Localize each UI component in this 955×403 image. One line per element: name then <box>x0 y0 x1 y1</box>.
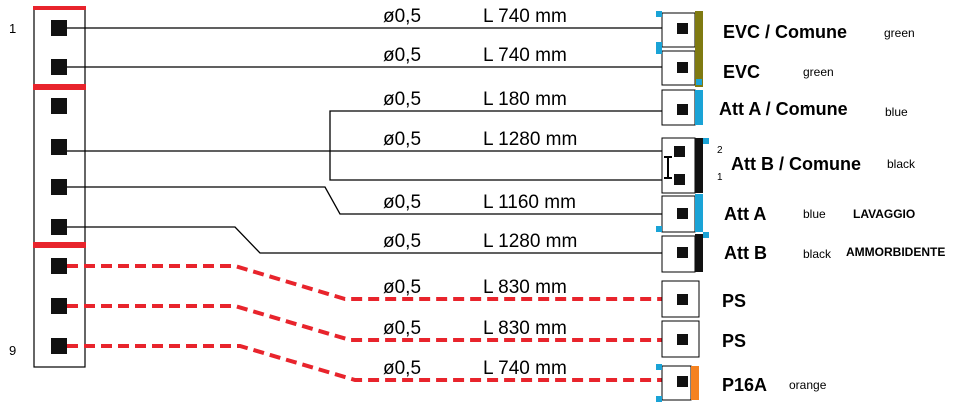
connector-color-bar <box>695 234 703 272</box>
connector-separator <box>33 6 86 10</box>
connector-latch <box>656 226 662 232</box>
connector-function: AMMORBIDENTE <box>846 245 945 259</box>
connector-separator <box>33 84 86 90</box>
pin-5 <box>51 179 67 195</box>
pin-6 <box>51 219 67 235</box>
wire-diameter: ø0,5 <box>383 318 421 339</box>
connector-function: LAVAGGIO <box>853 207 915 221</box>
connector-pin <box>677 334 688 345</box>
pin-2 <box>51 59 67 75</box>
connector-pin <box>677 23 688 34</box>
connector-label: EVC / Comune <box>723 22 847 42</box>
pin-3 <box>51 98 67 114</box>
connector-latch <box>703 138 709 144</box>
connector-pin <box>677 247 688 258</box>
connector-color-name: green <box>803 65 834 79</box>
wire-6 <box>67 226 680 254</box>
wire-length: L 1160 mm <box>483 192 576 213</box>
att-b-pin-top: 2 <box>717 145 723 156</box>
wire-diameter: ø0,5 <box>383 6 421 27</box>
wire-length: L 180 mm <box>483 89 567 110</box>
connector-latch <box>656 42 662 48</box>
connector-latch <box>656 364 662 370</box>
pin-1 <box>51 20 67 36</box>
wire-diameter: ø0,5 <box>383 129 421 150</box>
connector-color-name: blue <box>803 207 826 221</box>
connector-latch <box>703 232 709 238</box>
wire-diameter: ø0,5 <box>383 89 421 110</box>
pin-8 <box>51 298 67 314</box>
wire-diameter: ø0,5 <box>383 358 421 379</box>
connector-evc <box>661 50 696 86</box>
wire-length: L 740 mm <box>483 6 567 27</box>
connector-pin <box>677 376 688 387</box>
connector-label: P16A <box>722 375 767 395</box>
connector-pin <box>677 208 688 219</box>
wire-diameter: ø0,5 <box>383 45 421 66</box>
wire-diameter: ø0,5 <box>383 277 421 298</box>
connector-color-name: orange <box>789 378 827 392</box>
connector-pin <box>677 294 688 305</box>
connector-latch <box>656 396 662 402</box>
wire-diameter: ø0,5 <box>383 231 421 252</box>
connector-label: EVC <box>723 62 760 82</box>
connector-color-bar <box>695 138 703 193</box>
wire-length: L 740 mm <box>483 358 567 379</box>
connector-color-name: black <box>803 247 832 261</box>
wire-5 <box>67 186 680 215</box>
wire-length: L 830 mm <box>483 318 567 339</box>
att-b-pin-bottom: 1 <box>717 172 723 183</box>
connector-color-name: black <box>887 157 916 171</box>
connector-p16a <box>661 365 692 401</box>
connector-latch <box>696 79 702 85</box>
connector-color-bar <box>695 194 703 232</box>
dashed-wire-9 <box>67 344 680 382</box>
connector-label: PS <box>722 291 746 311</box>
dashed-wire-8 <box>67 304 680 342</box>
pin-number-first: 1 <box>9 21 16 36</box>
connector-label: Att B <box>724 243 767 263</box>
wire-3 <box>329 110 680 181</box>
connector-label: Att A / Comune <box>719 99 848 119</box>
pin-4 <box>51 139 67 155</box>
wire-length: L 1280 mm <box>483 231 577 252</box>
connector-color-name: green <box>884 26 915 40</box>
connector-label: Att A <box>724 204 766 224</box>
pin-9 <box>51 338 67 354</box>
pin-number-last: 9 <box>9 343 16 358</box>
wire-diameter: ø0,5 <box>383 192 421 213</box>
connector-color-bar <box>691 366 699 400</box>
dashed-wire-7 <box>67 264 680 301</box>
connector-color-bar <box>695 11 703 49</box>
wire-length: L 830 mm <box>483 277 567 298</box>
connector-pin <box>674 174 685 185</box>
wire-length: L 740 mm <box>483 45 567 66</box>
connector-pin <box>677 62 688 73</box>
bridge-icon <box>664 156 672 179</box>
connector-separator <box>33 242 86 248</box>
connector-color-bar <box>695 49 703 87</box>
connector-color-bar <box>695 90 703 125</box>
pin-7 <box>51 258 67 274</box>
connector-pin <box>674 146 685 157</box>
connector-pin <box>677 104 688 115</box>
connector-color-name: blue <box>885 105 908 119</box>
connector-label: Att B / Comune <box>731 154 861 174</box>
connector-latch <box>656 48 662 54</box>
wire-length: L 1280 mm <box>483 129 577 150</box>
connector-latch <box>656 11 662 17</box>
connector-label: PS <box>722 331 746 351</box>
